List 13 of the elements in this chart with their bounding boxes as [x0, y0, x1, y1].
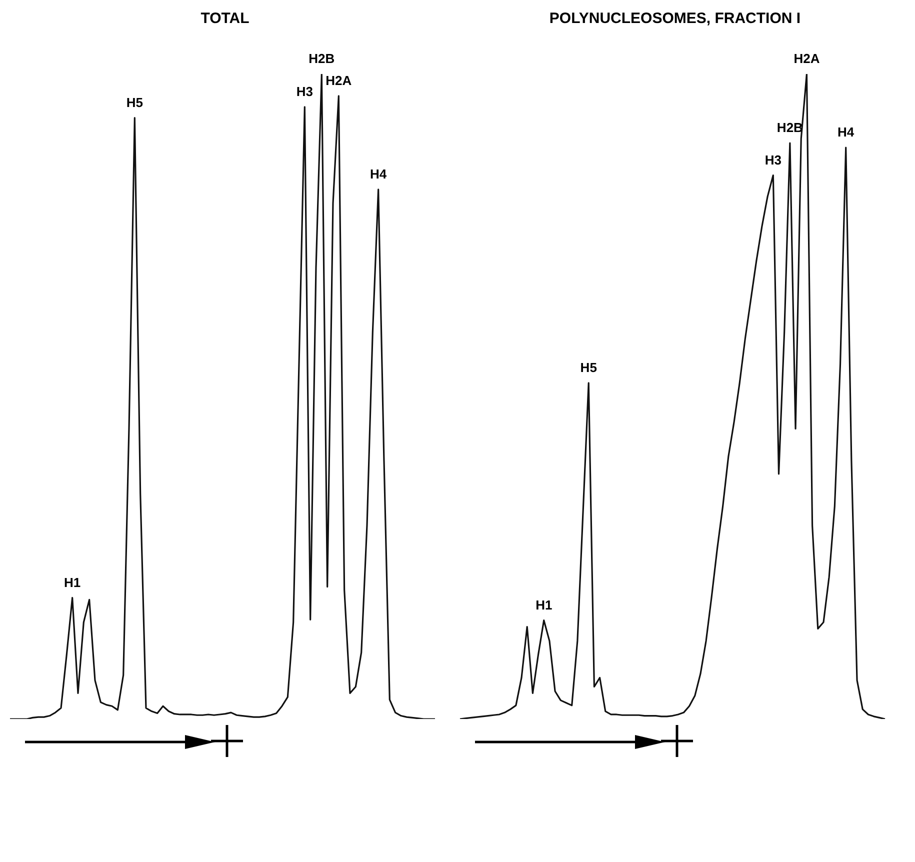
chart-title: POLYNUCLEOSOMES, FRACTION I	[548, 10, 802, 29]
annotation: H2A	[326, 73, 352, 88]
annotation: H3	[296, 84, 313, 99]
annotation: H4	[370, 166, 388, 182]
annotation: H1	[536, 597, 552, 612]
text: H2B	[308, 51, 335, 66]
annotation: H4	[838, 124, 855, 140]
annotation: H5	[580, 360, 597, 376]
chart-title: TOTAL	[200, 10, 250, 29]
annotation: H1	[64, 574, 81, 590]
text: H2A	[794, 51, 820, 66]
annotation: H5	[126, 94, 143, 110]
annotation: H3	[764, 152, 782, 168]
